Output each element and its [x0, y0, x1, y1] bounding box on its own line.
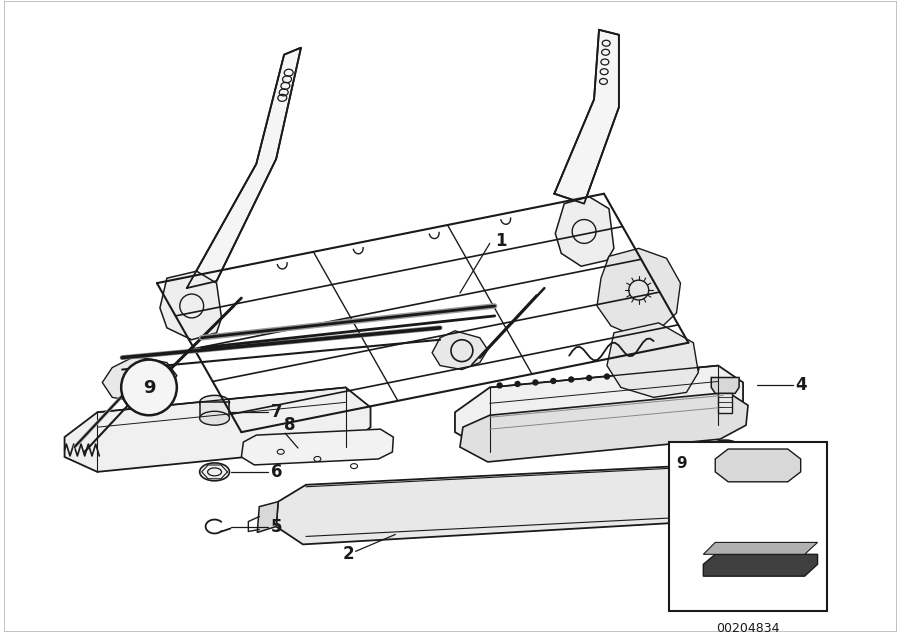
- Circle shape: [136, 375, 148, 387]
- Circle shape: [623, 373, 627, 378]
- Circle shape: [640, 371, 645, 376]
- Circle shape: [587, 375, 591, 380]
- Polygon shape: [597, 248, 680, 336]
- Polygon shape: [460, 392, 748, 462]
- Polygon shape: [555, 197, 614, 266]
- Ellipse shape: [200, 463, 230, 481]
- Circle shape: [694, 366, 698, 371]
- Ellipse shape: [709, 440, 741, 458]
- Polygon shape: [276, 465, 728, 544]
- Polygon shape: [718, 394, 732, 413]
- Bar: [669, 442, 827, 611]
- Polygon shape: [241, 429, 393, 465]
- Circle shape: [497, 383, 502, 388]
- Circle shape: [658, 370, 663, 375]
- Circle shape: [676, 368, 681, 373]
- Ellipse shape: [200, 411, 230, 425]
- Text: 7: 7: [271, 403, 283, 421]
- Polygon shape: [65, 387, 371, 472]
- Text: 00204834: 00204834: [716, 623, 779, 635]
- Text: 4: 4: [796, 377, 807, 394]
- Text: 9: 9: [143, 380, 155, 398]
- Circle shape: [533, 380, 538, 385]
- Ellipse shape: [717, 445, 734, 453]
- Polygon shape: [607, 323, 698, 398]
- Circle shape: [122, 359, 176, 415]
- Polygon shape: [160, 271, 221, 340]
- Circle shape: [569, 377, 573, 382]
- Polygon shape: [103, 357, 176, 403]
- Text: 6: 6: [271, 463, 283, 481]
- Circle shape: [605, 374, 609, 379]
- Polygon shape: [554, 30, 619, 204]
- Polygon shape: [257, 502, 278, 532]
- Text: 3: 3: [796, 440, 807, 458]
- Text: 5: 5: [271, 518, 283, 536]
- Text: 2: 2: [343, 545, 355, 563]
- Polygon shape: [703, 555, 817, 576]
- Text: 1: 1: [495, 232, 506, 251]
- Ellipse shape: [200, 396, 230, 410]
- Polygon shape: [703, 543, 817, 555]
- Polygon shape: [455, 366, 743, 452]
- Polygon shape: [432, 331, 488, 370]
- Circle shape: [515, 382, 520, 387]
- Text: 8: 8: [284, 416, 295, 434]
- Text: 9: 9: [677, 456, 687, 471]
- Polygon shape: [200, 403, 230, 418]
- Polygon shape: [186, 48, 301, 288]
- Polygon shape: [716, 449, 801, 482]
- Circle shape: [551, 378, 556, 384]
- Polygon shape: [711, 378, 739, 394]
